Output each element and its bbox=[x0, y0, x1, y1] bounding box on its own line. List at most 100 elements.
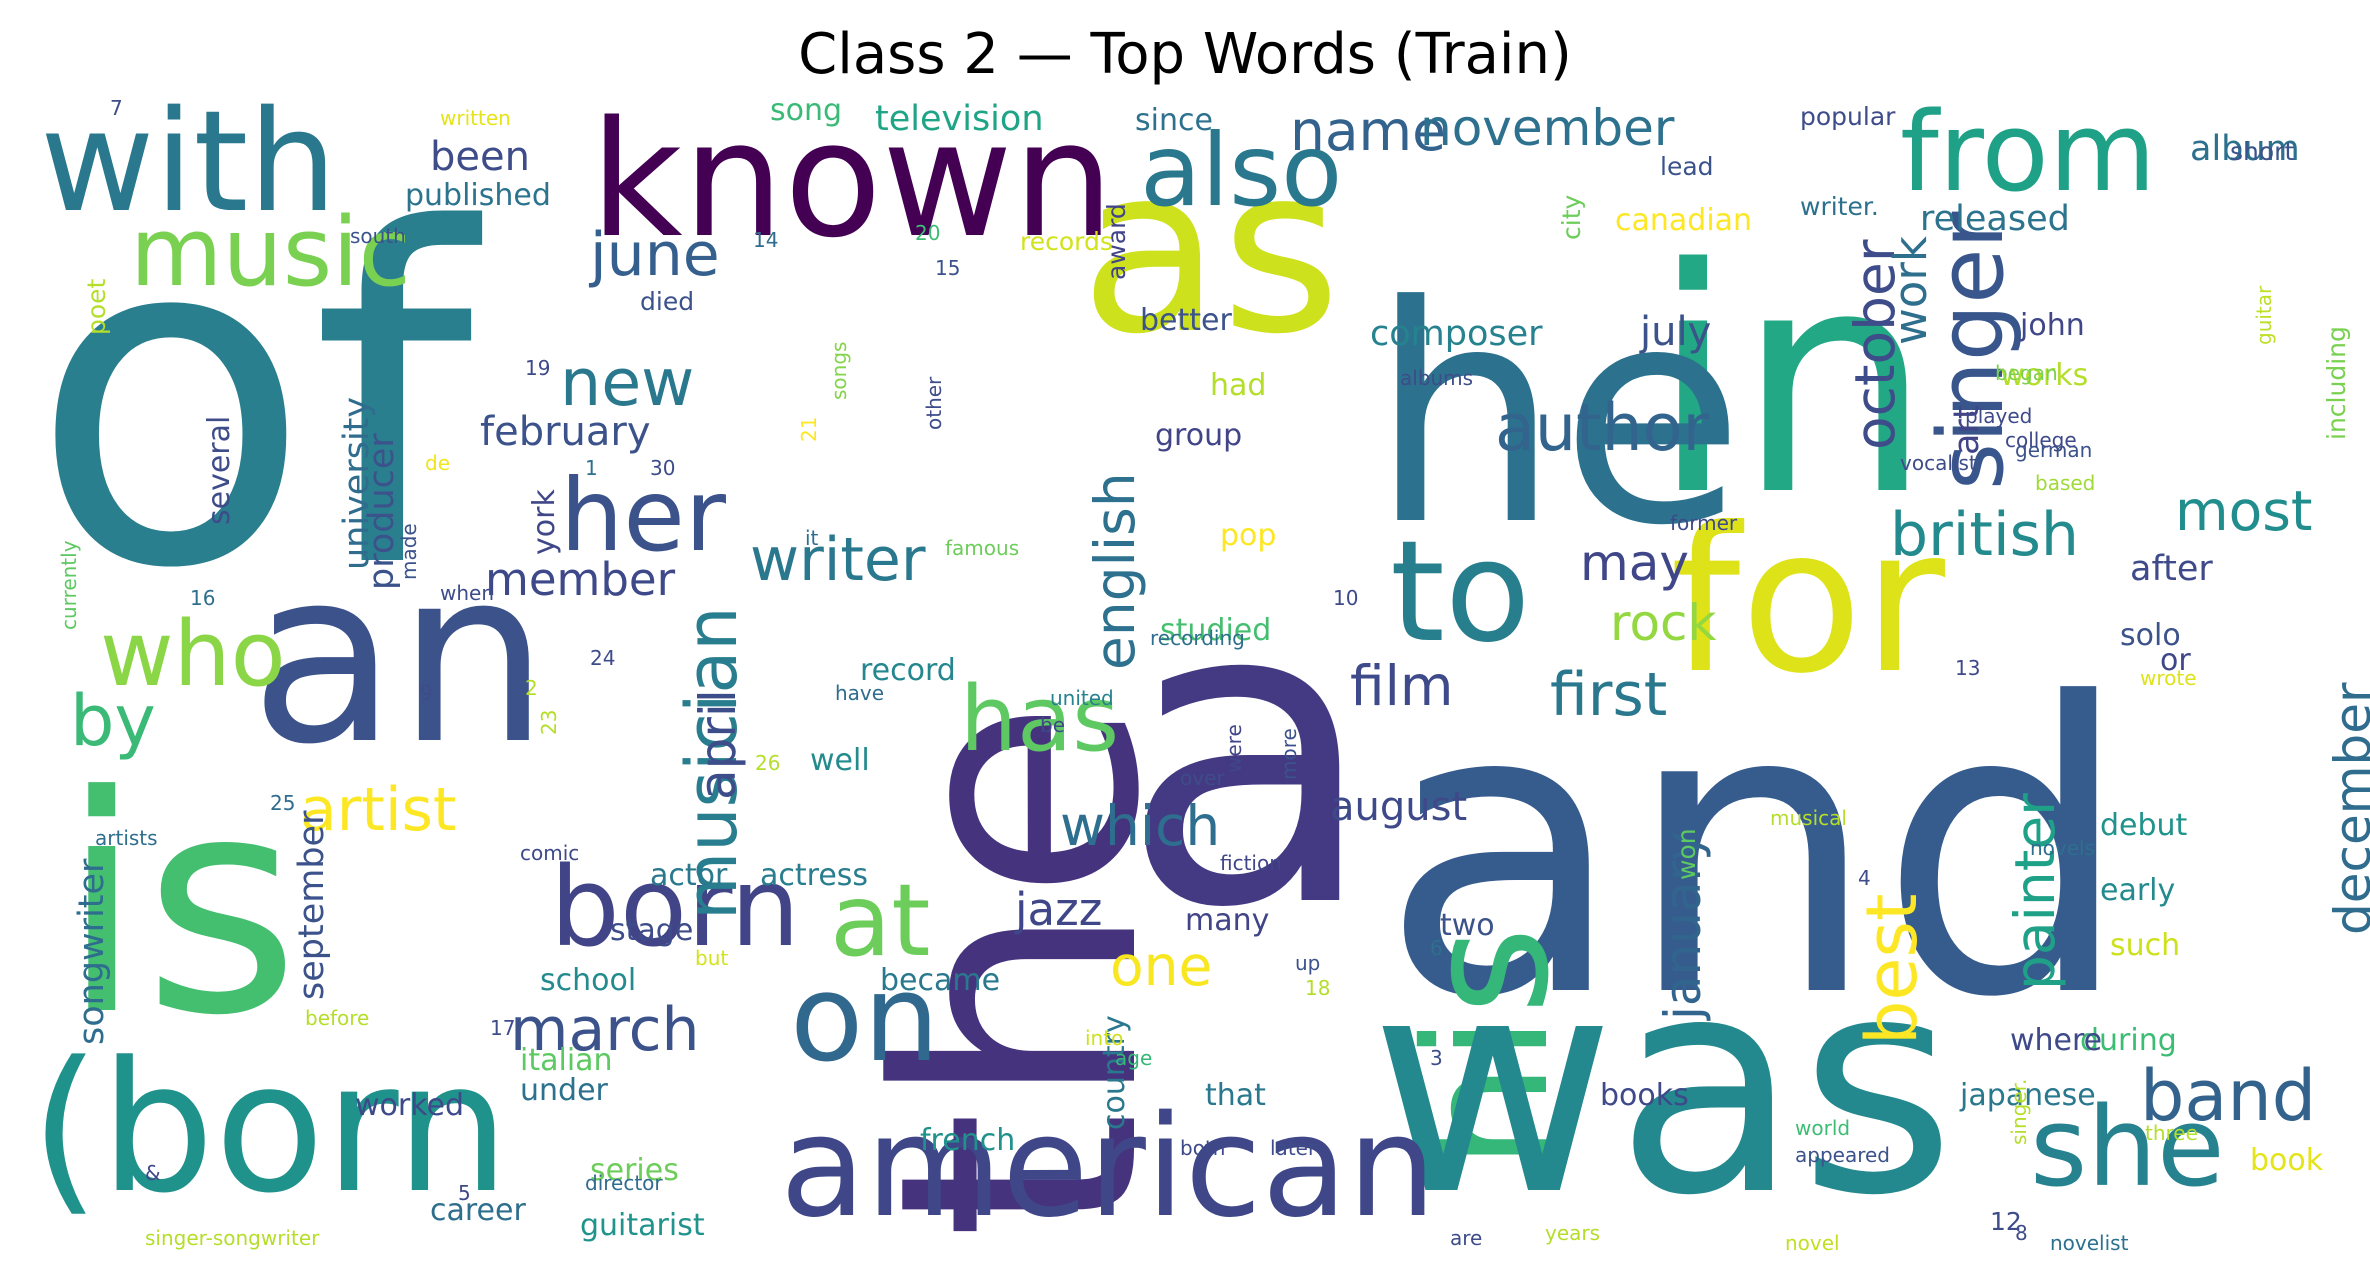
word-died: died bbox=[640, 287, 694, 316]
word-on: on bbox=[790, 950, 939, 1089]
word-recording: recording bbox=[1150, 626, 1245, 650]
word-canadian: canadian bbox=[1615, 203, 1752, 238]
word-over: over bbox=[1180, 766, 1225, 790]
word-fiction: fiction bbox=[1220, 851, 1282, 875]
word-better: better bbox=[1140, 303, 1232, 338]
word-best: best bbox=[1851, 894, 1933, 1045]
word-later: later bbox=[1270, 1136, 1317, 1160]
word-born: born bbox=[550, 843, 800, 971]
word-two: two bbox=[1440, 908, 1495, 943]
word-singer-songwriter: singer-songwriter bbox=[145, 1226, 320, 1250]
word-composer: composer bbox=[1370, 314, 1543, 354]
word-which: which bbox=[1060, 794, 1220, 858]
word-in: in bbox=[1650, 203, 1933, 564]
word-popular: popular bbox=[1800, 102, 1896, 131]
word-were: were bbox=[1222, 724, 1246, 773]
word-united: united bbox=[1050, 686, 1114, 710]
word-such: such bbox=[2110, 928, 2180, 963]
word-art: art bbox=[1947, 405, 1987, 455]
word-comic: comic bbox=[520, 841, 579, 865]
word-painter: painter bbox=[2003, 793, 2067, 990]
word-the: the bbox=[828, 698, 1212, 1240]
word-work: work bbox=[1884, 236, 1937, 345]
word-guitarist: guitarist bbox=[580, 1208, 705, 1243]
word-group: group bbox=[1155, 418, 1242, 453]
word-american: american bbox=[780, 1086, 1436, 1249]
word-during: during bbox=[2080, 1023, 2177, 1058]
word-york: york bbox=[527, 489, 562, 555]
word-based: based bbox=[2035, 471, 2095, 495]
word-most: most bbox=[2175, 479, 2312, 543]
word-artists: artists bbox=[95, 826, 158, 850]
word-records: records bbox=[1020, 227, 1113, 256]
word-rock: rock bbox=[1610, 594, 1717, 652]
word-first: first bbox=[1550, 660, 1667, 730]
word-released: released bbox=[1920, 199, 2070, 239]
word-school: school bbox=[540, 963, 636, 998]
word-novels: novels bbox=[2030, 836, 2095, 860]
word-14: 14 bbox=[753, 228, 778, 252]
word-17: 17 bbox=[490, 1016, 515, 1040]
word-6: 6 bbox=[1430, 936, 1443, 960]
word-of: of bbox=[30, 134, 484, 669]
word-author: author bbox=[1495, 391, 1709, 466]
word-from: from bbox=[1900, 88, 2156, 216]
word-albums: albums bbox=[1400, 366, 1473, 390]
word-been: been bbox=[430, 134, 530, 180]
word-july: july bbox=[1639, 309, 1711, 355]
word-october: october bbox=[1843, 239, 1907, 450]
word-it: it bbox=[805, 526, 819, 550]
word-television: television bbox=[875, 99, 1044, 139]
word-where: where bbox=[2010, 1023, 2102, 1058]
word-began: began bbox=[1995, 361, 2058, 385]
word-19: 19 bbox=[525, 356, 550, 380]
word-that: that bbox=[1205, 1078, 1266, 1113]
word-her: her bbox=[560, 457, 727, 574]
word-italian: italian bbox=[520, 1043, 613, 1078]
word-country: country bbox=[1097, 1015, 1132, 1130]
word-novel: novel bbox=[1785, 1231, 1840, 1255]
word-years: years bbox=[1545, 1221, 1600, 1245]
word-many: many bbox=[1185, 903, 1269, 938]
word-became: became bbox=[880, 963, 1000, 998]
word-english: english bbox=[1083, 472, 1147, 670]
word-12: 12 bbox=[1990, 1207, 2022, 1236]
word-is: is bbox=[60, 732, 300, 1081]
word-both: both bbox=[1180, 1136, 1225, 1160]
word-album: album bbox=[2190, 129, 2300, 169]
word-and: and bbox=[1380, 620, 2133, 1085]
word-his: his bbox=[1389, 926, 1587, 1170]
word-16: 16 bbox=[190, 586, 215, 610]
word-band: band bbox=[2140, 1055, 2316, 1137]
word-for: for bbox=[1670, 485, 1946, 718]
word-career: career bbox=[430, 1193, 526, 1228]
word-writer: writer bbox=[750, 525, 926, 595]
word-including: including bbox=[2322, 326, 2351, 440]
word-24: 24 bbox=[590, 646, 615, 670]
word-born: (born bbox=[30, 1024, 510, 1233]
word-april: april bbox=[689, 689, 747, 800]
word-under: under bbox=[520, 1073, 609, 1108]
word-short: short bbox=[2230, 137, 2294, 166]
word-books: books bbox=[1600, 1078, 1689, 1113]
word-age: age bbox=[1115, 1046, 1152, 1070]
word-february: february bbox=[480, 409, 651, 455]
word-worked: worked bbox=[355, 1088, 464, 1123]
word-have: have bbox=[835, 681, 884, 705]
word-more: more bbox=[1277, 728, 1301, 780]
word-name: name bbox=[1290, 99, 1446, 163]
word-7: 7 bbox=[110, 96, 123, 120]
word-pop: pop bbox=[1220, 518, 1276, 553]
word-23: 23 bbox=[537, 710, 561, 735]
word-stage: stage bbox=[610, 913, 693, 948]
word-actor: actor bbox=[650, 858, 728, 893]
word-city: city bbox=[1557, 195, 1586, 240]
word-early: early bbox=[2100, 873, 2175, 908]
word-new: new bbox=[560, 346, 694, 421]
word-writer: writer. bbox=[1800, 192, 1879, 221]
word-published: published bbox=[405, 178, 551, 213]
word-may: may bbox=[1580, 534, 1689, 592]
word-vocalist: vocalist bbox=[1900, 451, 1977, 475]
word-several: several bbox=[202, 416, 237, 525]
